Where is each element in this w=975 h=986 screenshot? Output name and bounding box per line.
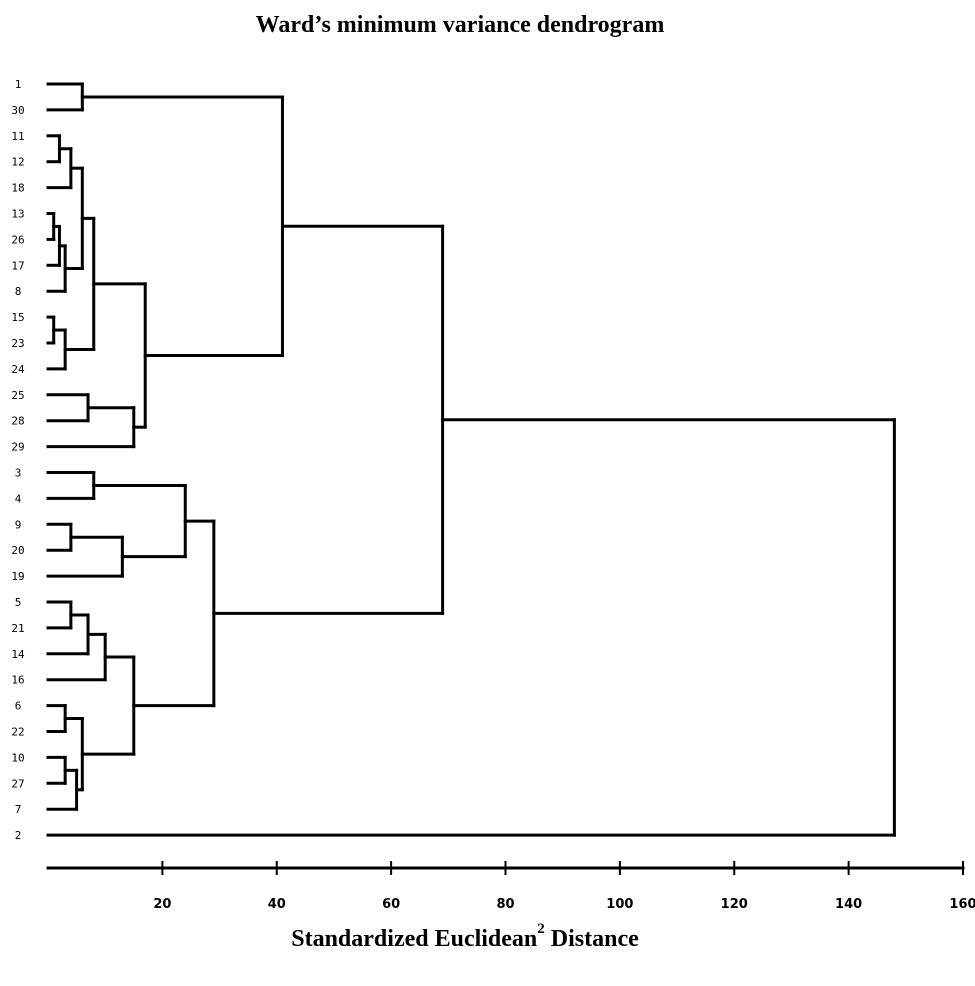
- leaf-label: 15: [11, 311, 24, 324]
- leaf-label: 2: [15, 829, 22, 842]
- leaf-label: 4: [15, 492, 22, 505]
- leaf-label: 14: [11, 648, 25, 661]
- leaf-label: 16: [11, 674, 24, 687]
- leaf-label: 6: [15, 700, 22, 713]
- leaf-label: 7: [15, 803, 22, 816]
- leaf-labels: 1301112181326178152324252829349201952114…: [11, 78, 25, 842]
- leaf-label: 9: [15, 518, 22, 531]
- x-axis-title-main: Standardized Euclidean: [291, 926, 538, 952]
- x-tick-label: 100: [606, 897, 633, 912]
- x-tick-label: 140: [835, 897, 862, 912]
- x-tick-label: 20: [153, 897, 171, 912]
- leaf-label: 29: [11, 441, 24, 454]
- dendrogram-links: [46, 82, 965, 870]
- leaf-label: 23: [11, 337, 24, 350]
- leaf-label: 17: [11, 259, 24, 272]
- leaf-label: 28: [11, 415, 24, 428]
- leaf-label: 27: [11, 777, 24, 790]
- leaf-label: 20: [11, 544, 24, 557]
- x-axis-title-superscript: 2: [537, 921, 545, 937]
- leaf-label: 3: [15, 467, 22, 480]
- leaf-label: 24: [11, 363, 25, 376]
- x-axis-title: Standardized Euclidean2 Distance: [0, 921, 930, 953]
- leaf-label: 8: [15, 285, 22, 298]
- leaf-label: 5: [15, 596, 22, 609]
- leaf-label: 26: [11, 233, 24, 246]
- x-tick-label: 80: [496, 897, 514, 912]
- x-tick-label: 60: [382, 897, 400, 912]
- leaf-label: 21: [11, 622, 24, 635]
- leaf-label: 25: [11, 389, 24, 402]
- chart-title: Ward’s minimum variance dendrogram: [255, 12, 665, 38]
- leaf-label: 12: [11, 156, 24, 169]
- x-tick-label: 120: [721, 897, 748, 912]
- leaf-label: 19: [11, 570, 24, 583]
- leaf-label: 13: [11, 208, 24, 221]
- leaf-label: 1: [15, 78, 22, 91]
- x-tick-label: 160: [949, 897, 975, 912]
- x-axis-title-tail: Distance: [544, 926, 639, 952]
- leaf-label: 18: [11, 182, 24, 195]
- x-tick-label: 40: [268, 897, 286, 912]
- leaf-label: 30: [11, 104, 24, 117]
- leaf-label: 22: [11, 726, 24, 739]
- leaf-label: 10: [11, 751, 24, 764]
- x-axis: 20 40 60 80 100 120 140 160: [153, 861, 975, 912]
- leaf-label: 11: [11, 130, 24, 143]
